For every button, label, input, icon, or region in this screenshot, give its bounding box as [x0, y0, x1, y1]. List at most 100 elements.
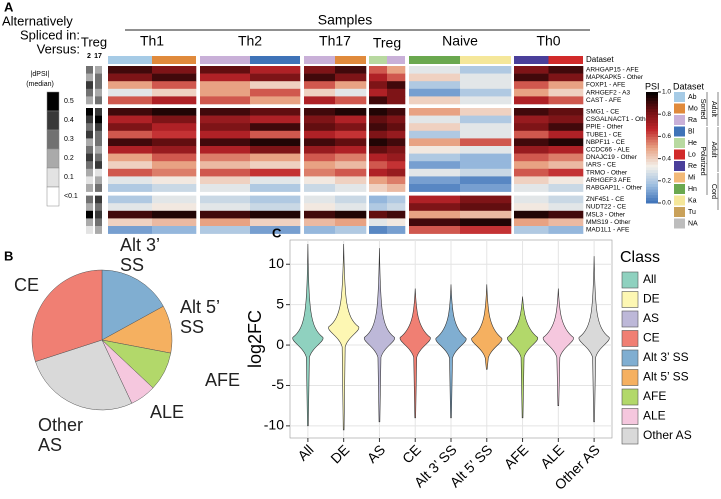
- heat-cell: [369, 81, 388, 90]
- group-label: Treg: [373, 35, 401, 51]
- heat-cell: [548, 108, 584, 116]
- heat-cell: [108, 108, 153, 116]
- dpsi-cell: [86, 96, 93, 105]
- x-tick-label: ALE: [537, 441, 567, 471]
- heat-cell: [409, 130, 461, 139]
- gene-label: NBPF11 - CE: [586, 139, 626, 146]
- legend-label: Alt 3’ SS: [643, 350, 689, 364]
- colorbar-label: 0.4: [662, 155, 671, 162]
- dataset-legend-name: Re: [688, 163, 697, 170]
- heat-cell: [548, 226, 584, 234]
- violin: [364, 248, 395, 423]
- heat-cell: [304, 210, 336, 219]
- colorbar-step: [646, 178, 658, 182]
- dpsi-cell: [86, 176, 93, 185]
- dpsi-cell: [95, 176, 102, 185]
- gene-label: TRMO - Other: [586, 169, 628, 176]
- heat-cell: [108, 153, 153, 162]
- legend-swatch: [621, 310, 639, 328]
- heat-cell: [108, 138, 153, 147]
- heat-cell: [108, 96, 153, 105]
- dpsi-cell: [86, 146, 93, 154]
- heat-cell: [409, 161, 461, 170]
- colorbar-label: 0.0: [662, 200, 671, 207]
- heat-cell: [152, 176, 197, 185]
- legend-swatch: [621, 388, 639, 406]
- heat-cell: [250, 203, 301, 212]
- heat-cell: [152, 123, 197, 132]
- gene-label: ZNF451 - CE: [586, 196, 625, 203]
- bracket-label: Adult: [710, 142, 717, 158]
- heat-cell: [409, 146, 461, 154]
- pie-label: Other AS: [38, 415, 84, 455]
- heat-cell: [152, 115, 197, 124]
- heat-cell: [548, 195, 584, 204]
- dataset-legend-box: [674, 207, 685, 217]
- dataset-strip: [304, 56, 335, 64]
- dpsi-cell: [86, 73, 93, 82]
- heat-cell: [369, 115, 388, 124]
- heat-cell: [514, 226, 549, 234]
- heat-cell: [250, 123, 301, 132]
- heat-cell: [250, 226, 301, 234]
- colorbar-step: [646, 191, 658, 196]
- dataset-strip-label: Dataset: [586, 55, 614, 64]
- heat-cell: [369, 96, 388, 105]
- heat-cell: [250, 96, 301, 105]
- heat-cell: [250, 115, 301, 124]
- heat-cell: [387, 108, 406, 116]
- colorbar-step: [646, 144, 658, 148]
- treg-col: 2: [87, 53, 91, 60]
- heat-cell: [200, 161, 251, 170]
- dataset-strip: [548, 56, 583, 64]
- heat-cell: [335, 226, 367, 234]
- heat-cell: [108, 203, 153, 212]
- heat-cell: [250, 81, 301, 90]
- heat-cell: [152, 138, 197, 147]
- heat-cell: [250, 195, 301, 204]
- row-header: Alternatively: [2, 13, 73, 28]
- heat-cell: [200, 218, 251, 227]
- heat-cell: [200, 96, 251, 105]
- dpsi-legend-box: [46, 110, 60, 131]
- heat-cell: [152, 161, 197, 170]
- heat-cell: [514, 123, 549, 132]
- heat-cell: [304, 153, 336, 162]
- pie-label: ALE: [150, 402, 185, 422]
- heat-cell: [335, 115, 367, 124]
- dpsi-cell: [95, 123, 102, 132]
- colorbar-step: [646, 169, 658, 173]
- heat-cell: [250, 66, 301, 74]
- dpsi-cell: [95, 81, 102, 90]
- heat-cell: [200, 168, 251, 177]
- legend-label: ALE: [643, 409, 666, 423]
- colorbar-step: [646, 172, 658, 176]
- colorbar-step: [646, 116, 658, 121]
- heat-cell: [514, 73, 549, 82]
- colorbar-step: [646, 141, 658, 146]
- dpsi-cell: [95, 203, 102, 212]
- heat-cell: [387, 115, 406, 124]
- heat-cell: [387, 123, 406, 132]
- heat-cell: [335, 203, 367, 212]
- heat-cell: [304, 161, 336, 170]
- heat-cell: [304, 176, 336, 185]
- heat-cell: [200, 81, 251, 90]
- colorbar-step: [646, 100, 658, 104]
- dataset-legend-name: Lo: [688, 151, 696, 158]
- dpsi-cell: [95, 146, 102, 154]
- pie-label: AFE: [205, 370, 241, 390]
- dpsi-cell: [95, 73, 102, 82]
- heat-cell: [250, 210, 301, 219]
- heat-cell: [152, 88, 197, 97]
- heat-cell: [335, 73, 367, 82]
- colorbar-step: [646, 164, 658, 168]
- heat-cell: [514, 161, 549, 170]
- heat-cell: [369, 184, 388, 192]
- heat-cell: [460, 130, 512, 139]
- heat-cell: [409, 153, 461, 162]
- colorbar-label: 0.8: [662, 111, 671, 118]
- dpsi-cell: [86, 226, 93, 234]
- heat-cell: [200, 203, 251, 212]
